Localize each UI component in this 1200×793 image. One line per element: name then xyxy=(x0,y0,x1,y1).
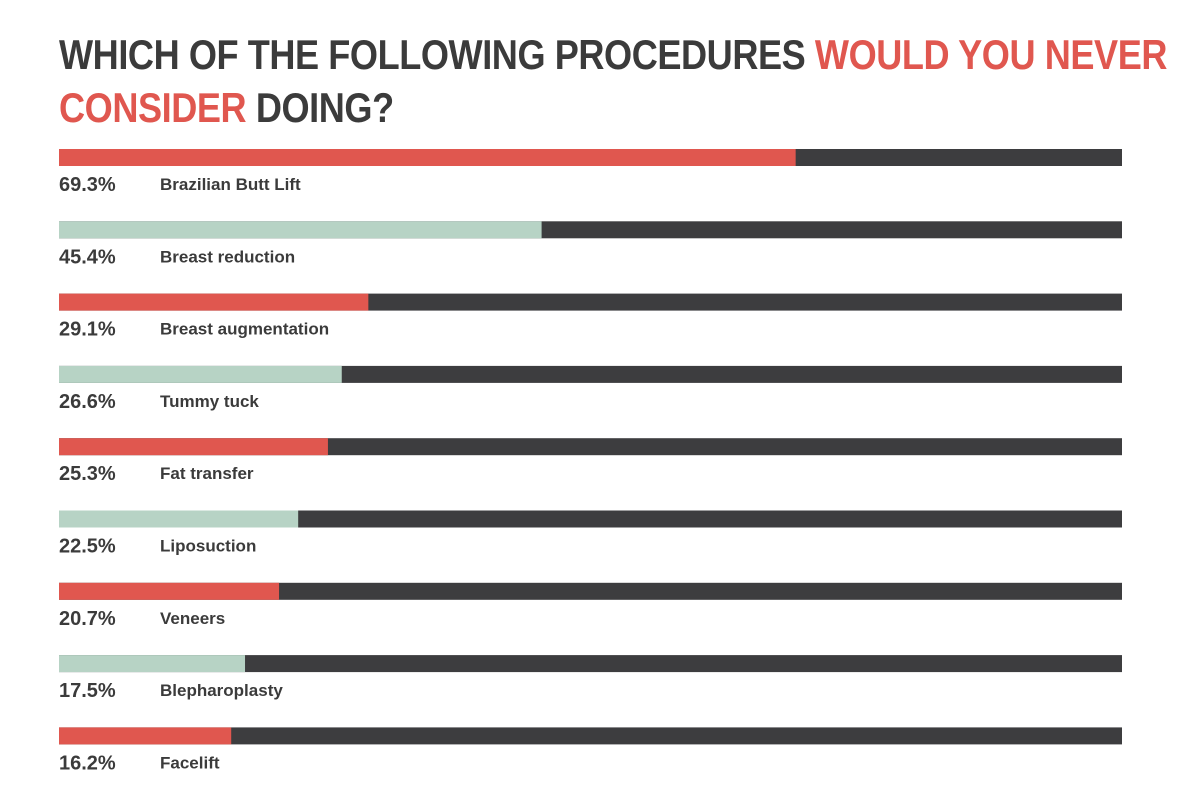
bar-row: 17.5% Blepharoplasty xyxy=(59,655,1122,702)
bar-fill xyxy=(59,293,369,311)
bar-track xyxy=(59,727,1122,745)
bar-fill xyxy=(59,438,328,456)
bar-category-label: Blepharoplasty xyxy=(160,681,283,700)
bar-fill xyxy=(59,149,796,166)
title-highlight-2: CONSIDER xyxy=(59,84,247,131)
bar-category-label: Tummy tuck xyxy=(160,392,259,411)
bar-category-label: Breast reduction xyxy=(160,247,295,266)
bar-row: 25.3% Fat transfer xyxy=(59,438,1122,485)
bar-fill xyxy=(59,221,542,239)
bar-value-label: 16.2% xyxy=(59,752,116,774)
bar-track xyxy=(59,510,1122,528)
bar-fill xyxy=(59,727,232,745)
bar-value-label: 69.3% xyxy=(59,174,116,196)
bar-fill xyxy=(59,365,342,383)
bar-track xyxy=(59,582,1122,600)
bar-category-label: Liposuction xyxy=(160,537,256,556)
bar-fill xyxy=(59,582,280,600)
bar-row: 22.5% Liposuction xyxy=(59,510,1122,558)
bar-value-label: 17.5% xyxy=(59,680,116,702)
bar-category-label: Breast augmentation xyxy=(160,320,329,339)
bar-category-label: Veneers xyxy=(160,609,225,628)
bar-value-label: 22.5% xyxy=(59,536,116,558)
bar-value-label: 45.4% xyxy=(59,246,116,268)
bar-fill xyxy=(59,655,246,673)
title-line-2: CONSIDER DOING? xyxy=(59,81,988,134)
bar-row: 16.2% Facelift xyxy=(59,727,1122,774)
title-part-1: WHICH OF THE FOLLOWING PROCEDURES xyxy=(59,31,815,78)
bar-value-label: 20.7% xyxy=(59,608,116,630)
bar-category-label: Fat transfer xyxy=(160,464,254,483)
title-highlight-1: WOULD YOU NEVER xyxy=(814,31,1168,78)
bar-row: 26.6% Tummy tuck xyxy=(59,365,1122,413)
bar-row: 20.7% Veneers xyxy=(59,582,1122,630)
bar-track xyxy=(59,655,1122,673)
bar-row: 69.3% Brazilian Butt Lift xyxy=(59,149,1122,196)
bar-value-label: 29.1% xyxy=(59,319,116,341)
bar-row: 45.4% Breast reduction xyxy=(59,221,1122,268)
chart-title: WHICH OF THE FOLLOWING PROCEDURES WOULD … xyxy=(59,28,1167,134)
title-part-2: DOING? xyxy=(246,84,394,131)
bar-category-label: Brazilian Butt Lift xyxy=(160,175,301,194)
bar-value-label: 26.6% xyxy=(59,391,116,413)
bar-category-label: Facelift xyxy=(160,753,220,772)
title-line-1: WHICH OF THE FOLLOWING PROCEDURES WOULD … xyxy=(59,28,1167,81)
bar-row: 29.1% Breast augmentation xyxy=(59,293,1122,341)
bar-fill xyxy=(59,510,299,528)
bar-value-label: 25.3% xyxy=(59,463,116,485)
